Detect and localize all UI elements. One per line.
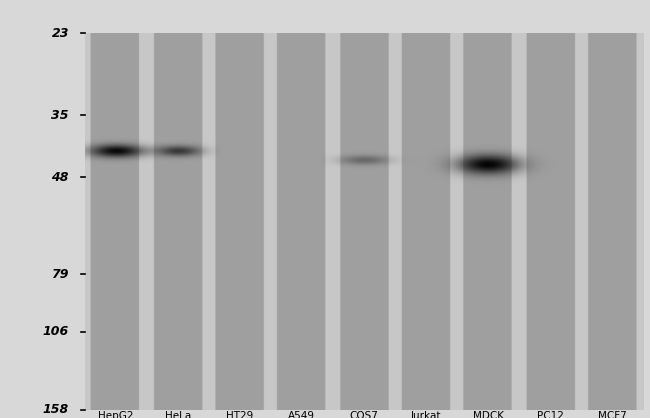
Text: A549: A549 [289,411,315,418]
Text: MCF7: MCF7 [598,411,627,418]
Text: 158: 158 [43,403,69,416]
Text: Jurkat: Jurkat [411,411,441,418]
Text: COS7: COS7 [350,411,378,418]
Text: HeLa: HeLa [164,411,191,418]
Text: PC12: PC12 [537,411,564,418]
Text: HepG2: HepG2 [98,411,133,418]
Text: 79: 79 [51,268,69,281]
Text: 35: 35 [51,109,69,122]
Text: HT29: HT29 [226,411,254,418]
Text: 106: 106 [43,325,69,338]
Text: 48: 48 [51,171,69,184]
Text: MDCK: MDCK [473,411,504,418]
Text: 23: 23 [51,27,69,40]
